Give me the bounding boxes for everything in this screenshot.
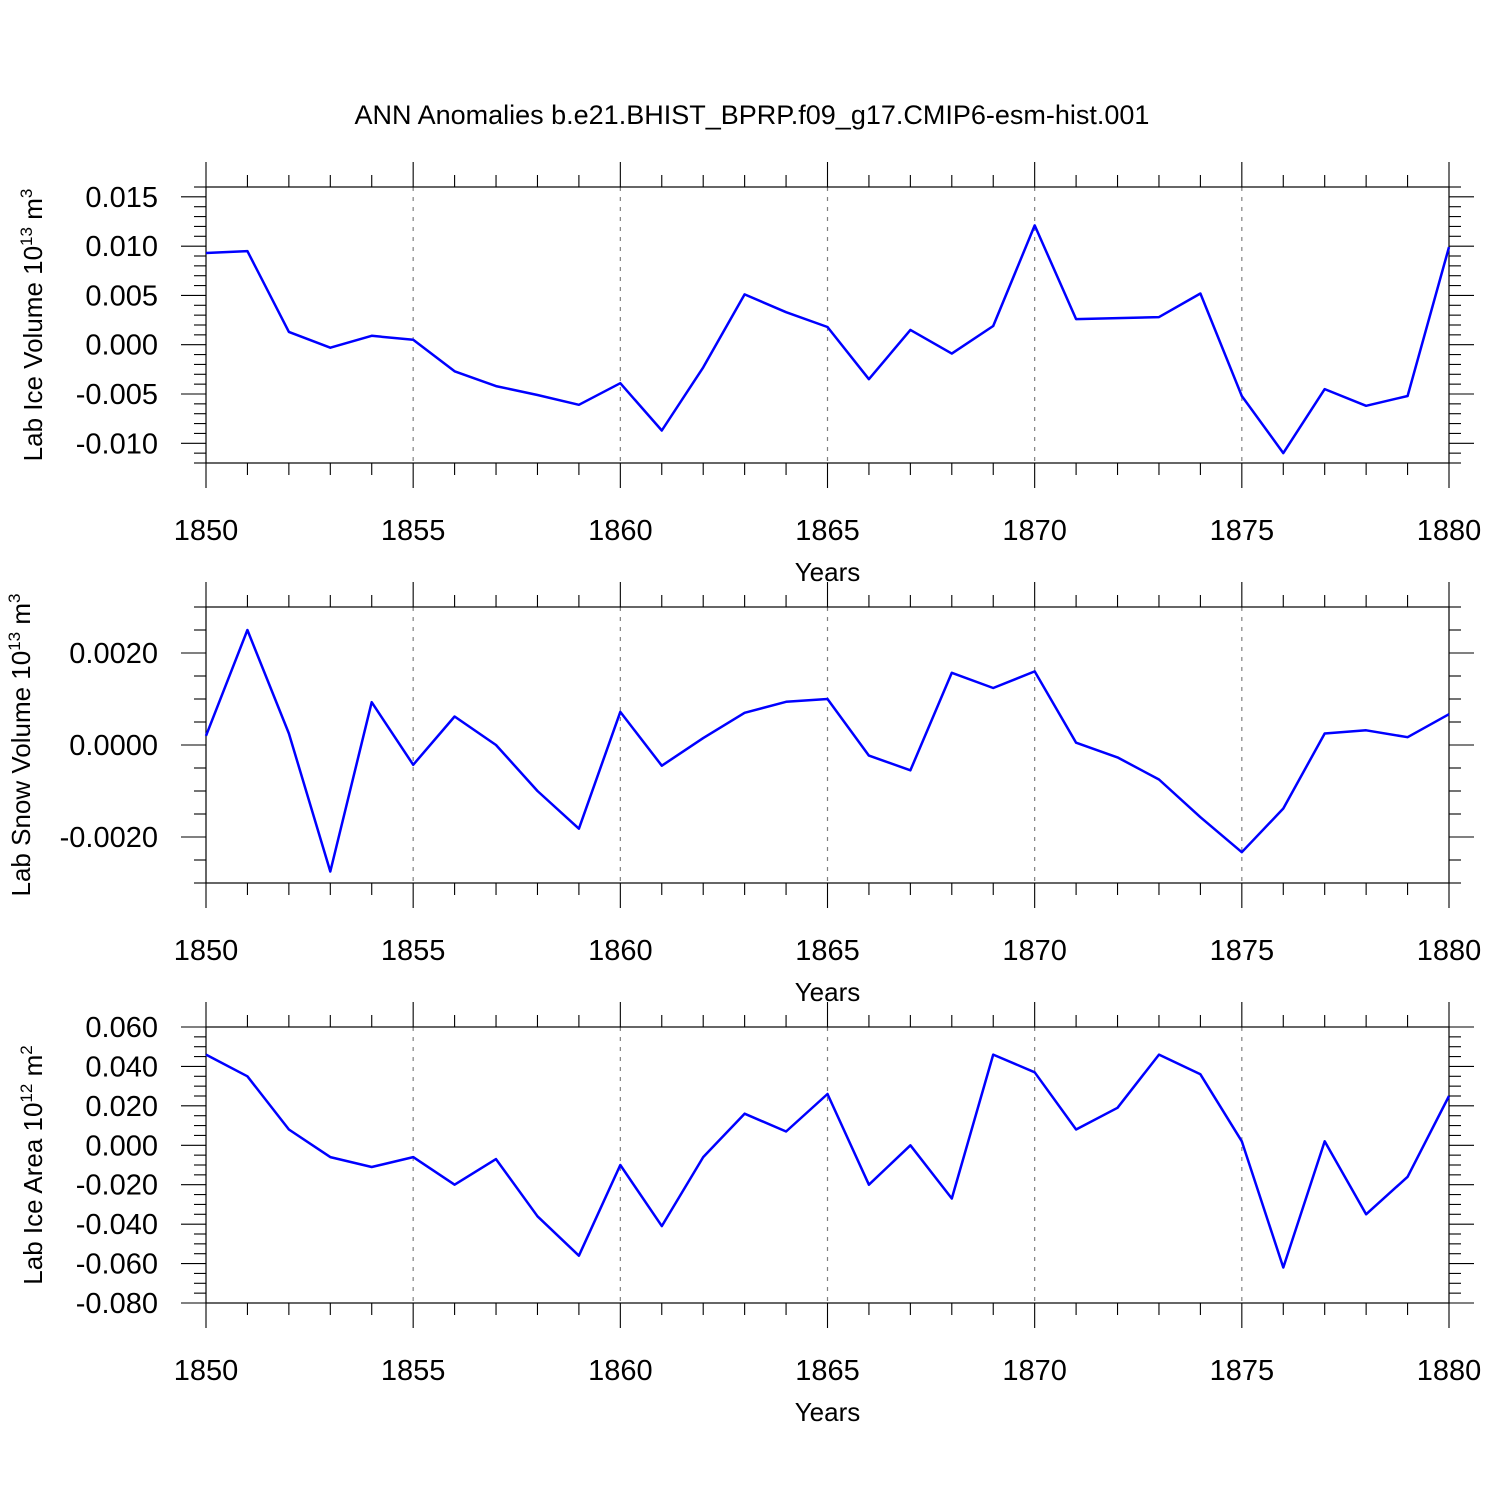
y-tick-label: 0.000 xyxy=(85,330,158,362)
y-axis-title-unit: m xyxy=(18,198,48,227)
x-tick-label: 1855 xyxy=(381,515,446,547)
y-axis-title: Lab Snow Volume 1013 m3 xyxy=(5,593,36,896)
x-tick-label: 1865 xyxy=(795,1355,860,1387)
y-axis-title-unit: m xyxy=(18,1055,48,1084)
y-tick-label: -0.010 xyxy=(76,428,158,460)
y-axis-title-unit-exponent: 3 xyxy=(17,189,36,198)
y-tick-label: -0.020 xyxy=(76,1170,158,1202)
series-line xyxy=(205,1053,1451,1269)
y-axis-title-unit: m xyxy=(6,603,36,632)
chart-panel-2: 1850 1855 1860 1865 1870 1875 1880 -0.0020 0.000… xyxy=(5,582,1481,1007)
x-tick-label: 1875 xyxy=(1210,1355,1275,1387)
y-tick-label: -0.080 xyxy=(76,1288,158,1320)
chart-title: ANN Anomalies b.e21.BHIST_BPRP.f09_g17.C… xyxy=(355,100,1150,130)
y-axis-title-exponent: 13 xyxy=(5,632,24,651)
x-tick-label: 1850 xyxy=(174,1355,239,1387)
x-tick-label: 1870 xyxy=(1002,935,1067,967)
y-tick-label: 0.020 xyxy=(85,1091,158,1123)
y-tick-label: -0.0020 xyxy=(60,822,158,854)
x-tick-label: 1865 xyxy=(795,935,860,967)
chart-panels: 1850 1855 1860 1865 1870 1875 1880 -0.010 -0.005… xyxy=(5,162,1481,1427)
x-tick-label: 1880 xyxy=(1417,935,1482,967)
y-axis-title-text: Lab Ice Volume 10 xyxy=(18,246,48,461)
chart-panel-1: 1850 1855 1860 1865 1870 1875 1880 -0.010 -0.005… xyxy=(17,162,1481,587)
x-tick-label: 1850 xyxy=(174,935,239,967)
x-tick-label: 1855 xyxy=(381,935,446,967)
y-axis-title: Lab Ice Volume 1013 m3 xyxy=(17,189,48,462)
y-tick-label: 0.000 xyxy=(85,1130,158,1162)
y-tick-label: 0.040 xyxy=(85,1051,158,1083)
x-tick-label: 1875 xyxy=(1210,935,1275,967)
y-axis-title-text: Lab Snow Volume 10 xyxy=(6,651,36,897)
y-tick-label: -0.005 xyxy=(76,379,158,411)
x-tick-label: 1870 xyxy=(1002,1355,1067,1387)
x-tick-label: 1860 xyxy=(588,1355,653,1387)
y-tick-label: 0.015 xyxy=(85,182,158,214)
y-tick-label: 0.0020 xyxy=(69,638,158,670)
y-axis-title-unit-exponent: 2 xyxy=(17,1045,36,1054)
x-tick-label: 1855 xyxy=(381,1355,446,1387)
y-tick-label: 0.060 xyxy=(85,1012,158,1044)
y-tick-label: 0.0000 xyxy=(69,730,158,762)
x-tick-label: 1880 xyxy=(1417,515,1482,547)
y-axis-title-unit-exponent: 3 xyxy=(5,593,24,602)
y-tick-label: -0.060 xyxy=(76,1249,158,1281)
series-line xyxy=(204,628,1450,873)
x-tick-label: 1860 xyxy=(588,935,653,967)
y-axis-title-exponent: 13 xyxy=(17,227,36,246)
x-tick-label: 1880 xyxy=(1417,1355,1482,1387)
y-axis-title-exponent: 12 xyxy=(17,1084,36,1103)
chart-panel-3: 1850 1855 1860 1865 1870 1875 1880 -0.080 -0.060… xyxy=(17,1002,1481,1427)
x-tick-label: 1875 xyxy=(1210,515,1275,547)
y-axis-title: Lab Ice Area 1012 m2 xyxy=(17,1045,48,1284)
series-line xyxy=(205,224,1451,455)
x-tick-label: 1865 xyxy=(795,515,860,547)
y-axis-title-text: Lab Ice Area 10 xyxy=(18,1103,48,1285)
x-tick-label: 1870 xyxy=(1002,515,1067,547)
x-axis-title: Years xyxy=(795,1397,861,1427)
y-tick-label: 0.010 xyxy=(85,231,158,263)
y-tick-label: -0.040 xyxy=(76,1209,158,1241)
x-tick-label: 1850 xyxy=(174,515,239,547)
x-tick-label: 1860 xyxy=(588,515,653,547)
y-tick-label: 0.005 xyxy=(85,280,158,312)
